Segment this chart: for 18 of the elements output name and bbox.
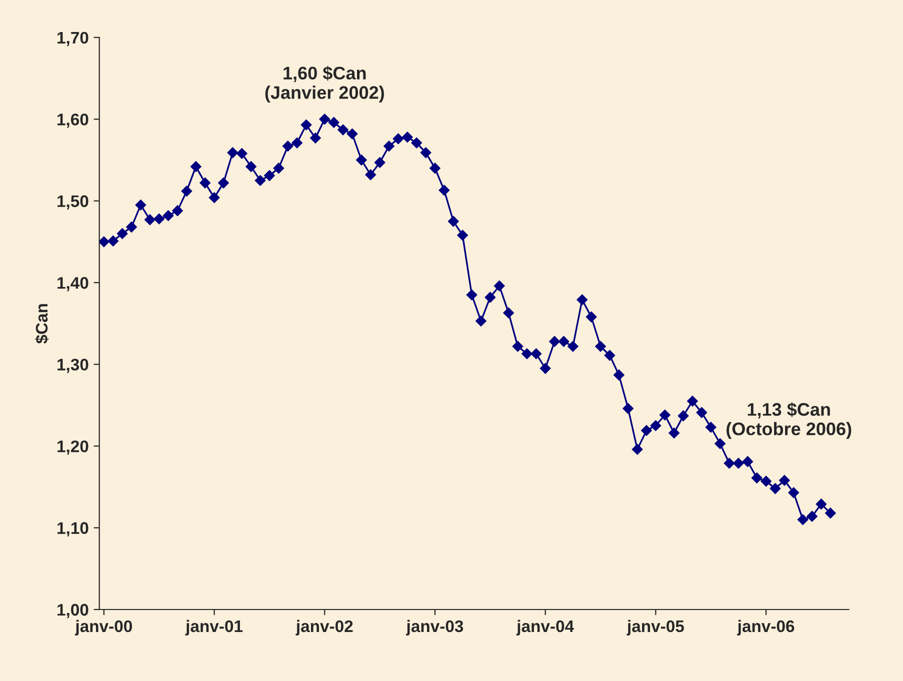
y-tick-label: 1,70 — [58, 32, 88, 46]
x-tick-label: janv-06 — [737, 620, 794, 636]
x-tick-label: janv-01 — [185, 620, 243, 636]
y-tick-label: 1,40 — [58, 277, 88, 292]
x-tick-label: janv-05 — [626, 620, 684, 636]
y-tick-label: 1,30 — [58, 358, 88, 373]
x-tick-label: janv-04 — [516, 620, 574, 636]
y-tick-label: 1,60 — [58, 114, 88, 128]
y-tick-label: 1,20 — [58, 440, 88, 455]
annotation: 1,60 $Can (Janvier 2002) — [265, 66, 384, 103]
y-tick-label: 1,10 — [58, 522, 88, 536]
y-tick-label: 1,00 — [58, 604, 88, 618]
y-axis-title: $Can — [35, 304, 49, 344]
y-tick-label: 1,50 — [58, 195, 88, 210]
x-tick-label: janv-02 — [296, 620, 353, 636]
x-tick-label: janv-00 — [74, 620, 132, 636]
x-tick-label: janv-03 — [406, 620, 464, 636]
annotation: 1,13 $Can (Octobre 2006) — [726, 402, 852, 439]
